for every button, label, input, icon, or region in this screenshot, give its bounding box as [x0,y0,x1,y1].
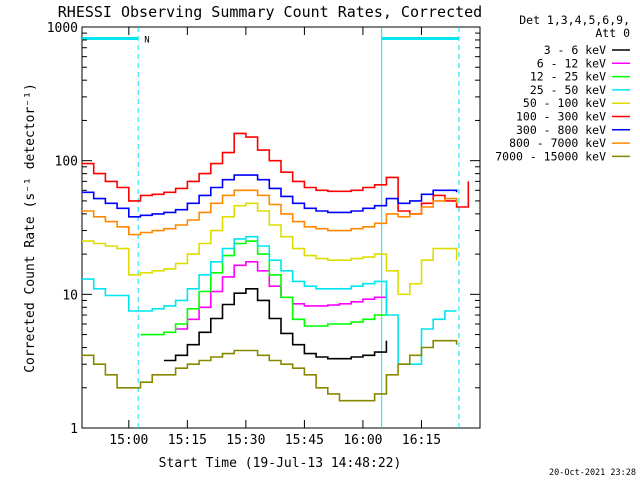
footer-timestamp: 20-Oct-2021 23:28 [549,468,636,478]
legend-label-4: 50 - 100 keV [523,96,606,110]
legend-label-3: 25 - 50 keV [530,83,606,97]
x-tick-label-0: 15:00 [109,433,148,448]
series-line-6 [82,174,458,218]
reference-lines [82,27,460,428]
y-axis: 1 10 100 1000 [47,21,480,437]
legend-header-line-1: Det 1,3,4,5,6,9, [519,13,630,27]
y-tick-label-3: 1000 [47,21,78,36]
legend-label-0: 3 - 6 keV [544,43,606,57]
legend-label-5: 100 - 300 keV [516,110,606,124]
x-tick-label-1: 15:15 [168,433,207,448]
series-line-7 [82,189,458,236]
x-axis: 15:00 15:15 15:30 15:45 16:00 16:15 [109,27,441,448]
annotations: N [144,36,149,46]
series-line-3 [82,235,457,365]
y-tick-label-2: 100 [55,155,78,170]
series-line-2 [140,240,388,336]
series-line-0 [163,288,388,362]
y-tick-label-0: 1 [70,422,78,437]
x-tick-label-5: 16:15 [402,433,441,448]
x-tick-label-3: 15:45 [285,433,324,448]
series-line-8 [82,339,458,402]
legend-header-line-2: Att 0 [595,26,630,40]
x-tick-label-4: 16:00 [343,433,382,448]
series-line-5 [82,132,470,215]
y-axis-label: Corrected Count Rate (s⁻¹ detector⁻¹) [23,83,38,373]
legend-label-8: 7000 - 15000 keV [495,149,606,163]
legend-label-7: 800 - 7000 keV [509,136,606,150]
plot-frame [81,26,481,429]
annotation-0: N [144,36,149,46]
plot-area: N [81,26,481,429]
x-axis-label: Start Time (19-Jul-13 14:48:22) [159,456,402,471]
legend-label-6: 300 - 800 keV [516,123,606,137]
series-line-4 [82,202,458,296]
legend-label-2: 12 - 25 keV [530,70,606,84]
chart-title: RHESSI Observing Summary Count Rates, Co… [58,3,482,21]
y-tick-label-1: 10 [62,288,78,303]
series-layer [82,132,470,402]
x-tick-label-2: 15:30 [226,433,265,448]
legend-label-1: 6 - 12 keV [537,56,606,70]
